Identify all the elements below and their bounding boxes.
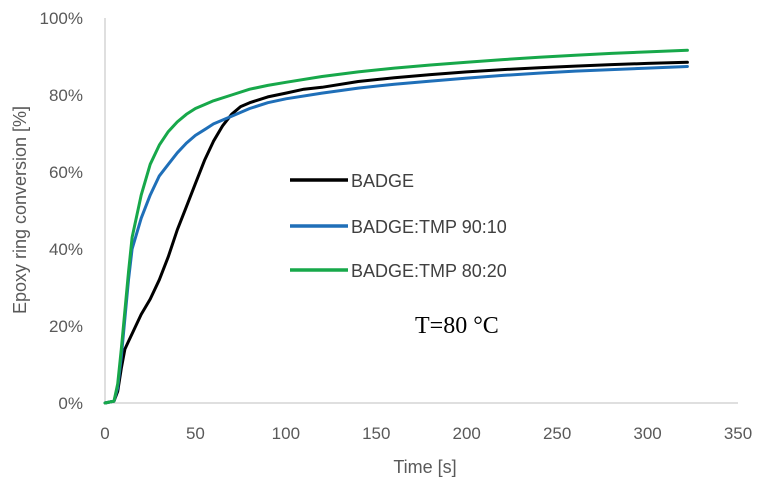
y-tick-labels: 0% 20% 40% 60% 80% 100%	[40, 9, 83, 413]
y-tick-label: 0%	[58, 394, 83, 413]
x-tick-label: 100	[272, 424, 300, 443]
x-tick-label: 0	[100, 424, 109, 443]
y-tick-label: 100%	[40, 9, 83, 28]
axes	[104, 18, 738, 404]
y-tick-label: 20%	[49, 317, 83, 336]
legend-label-badge: BADGE	[351, 171, 414, 191]
series-line-badge-tmp-80-20	[103, 48, 689, 405]
x-tick-label: 150	[362, 424, 390, 443]
legend-label-badge-tmp-90-10: BADGE:TMP 90:10	[351, 217, 507, 237]
y-tick-label: 40%	[49, 240, 83, 259]
x-axis-title: Time [s]	[393, 457, 456, 477]
series-lines	[103, 48, 689, 405]
y-tick-label: 60%	[49, 163, 83, 182]
x-tick-label: 250	[543, 424, 571, 443]
x-tick-labels: 0 50 100 150 200 250 300 350	[100, 424, 752, 443]
legend-label-badge-tmp-80-20: BADGE:TMP 80:20	[351, 261, 507, 281]
x-tick-label: 200	[453, 424, 481, 443]
y-tick-label: 80%	[49, 86, 83, 105]
temperature-annotation: T=80 °C	[415, 313, 499, 339]
legend: BADGE BADGE:TMP 90:10 BADGE:TMP 80:20	[290, 171, 507, 281]
x-tick-label: 50	[186, 424, 205, 443]
x-tick-label: 300	[633, 424, 661, 443]
y-axis-title: Epoxy ring conversion [%]	[10, 106, 30, 314]
series-line-badge	[103, 60, 689, 405]
x-tick-label: 350	[724, 424, 752, 443]
